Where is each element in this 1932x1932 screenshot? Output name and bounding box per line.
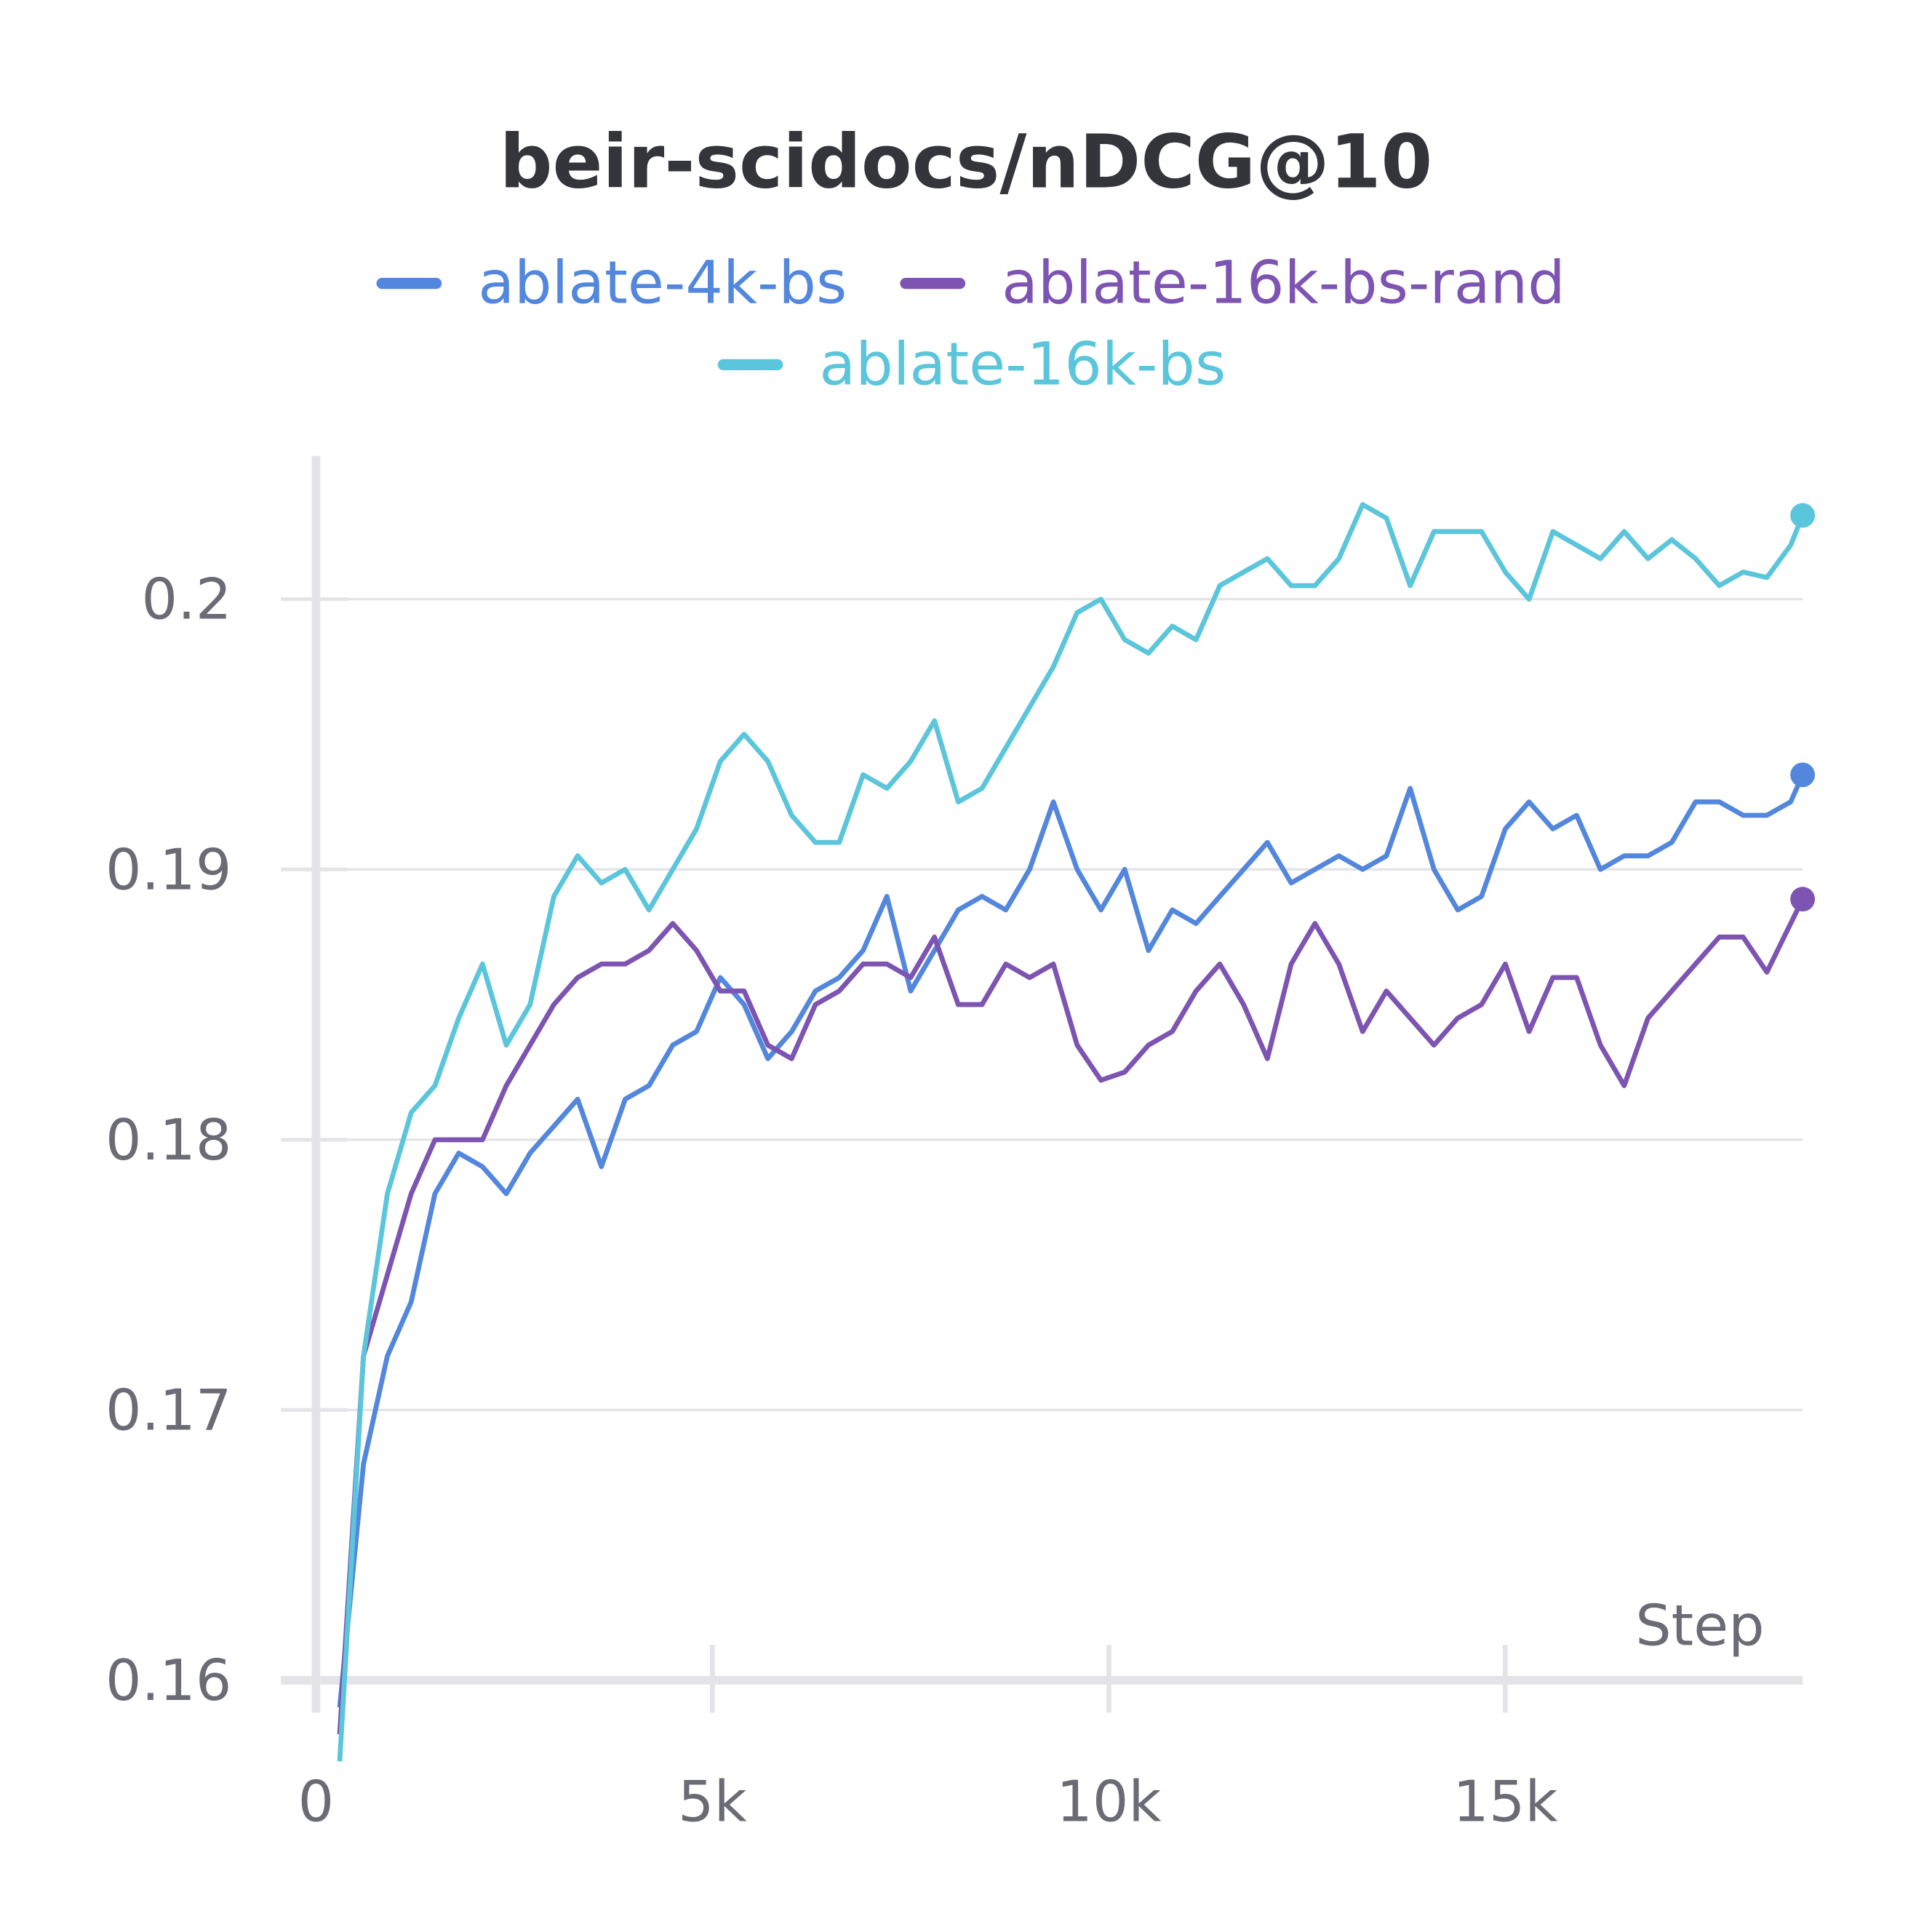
legend-label: ablate-4k-bs — [478, 250, 847, 318]
end-point — [1790, 503, 1816, 528]
chart-title: beir-scidocs/nDCG@10 — [500, 119, 1433, 204]
series-line — [337, 502, 1805, 1762]
x-tick-label: 0 — [298, 1770, 335, 1835]
y-tick-label: 0.17 — [105, 1378, 231, 1443]
end-point — [1790, 762, 1816, 788]
series-line — [337, 898, 1805, 1735]
series-line — [337, 773, 1805, 1708]
x-tick-label: 10k — [1056, 1770, 1161, 1835]
plot-area — [337, 502, 1805, 1762]
y-tick-label: 0.19 — [105, 837, 231, 903]
end-point — [1790, 887, 1816, 912]
legend-label: ablate-16k-bs-rand — [1002, 250, 1565, 318]
legend-label: ablate-16k-bs — [819, 330, 1226, 399]
y-tick-label: 0.18 — [105, 1108, 231, 1173]
x-tick-label: 15k — [1453, 1770, 1557, 1835]
x-tick-label: 5k — [678, 1770, 747, 1835]
y-tick-label: 0.2 — [142, 567, 232, 633]
x-axis-label: Step — [1635, 1593, 1764, 1658]
y-tick-label: 0.16 — [105, 1648, 231, 1714]
